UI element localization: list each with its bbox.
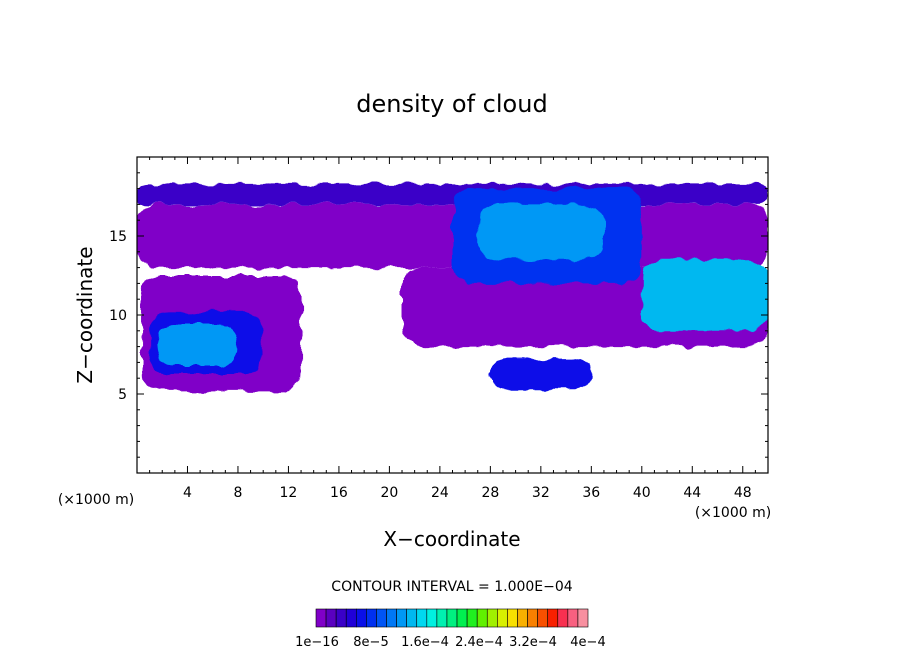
colorbar-label: 1.6e−4 — [401, 635, 449, 650]
colorbar-cell — [466, 608, 478, 628]
colorbar-cell — [537, 608, 549, 628]
x-tick-label: 20 — [380, 485, 398, 501]
colorbar-cell — [426, 608, 438, 628]
colorbar-cell — [416, 608, 428, 628]
x-tick-label: 28 — [481, 485, 499, 501]
x-unit-right: (×1000 m) — [695, 505, 771, 521]
colorbar — [315, 608, 589, 628]
density-region — [641, 259, 768, 331]
colorbar-cell — [527, 608, 538, 628]
y-axis: 5 10 15 — [109, 172, 768, 458]
colorbar-labels: 1e−16 8e−5 1.6e−4 2.4e−4 3.2e−4 4e−4 — [295, 635, 606, 650]
colorbar-cell — [376, 608, 387, 628]
colorbar-cell — [345, 608, 357, 628]
x-tick-label: 44 — [683, 485, 701, 501]
colorbar-cell — [567, 608, 579, 628]
colorbar-cell — [547, 608, 559, 628]
colorbar-cell — [577, 608, 589, 628]
colorbar-cell — [507, 608, 518, 628]
colorbar-cell — [355, 608, 367, 628]
x-unit-left: (×1000 m) — [58, 492, 134, 508]
colorbar-cell — [557, 608, 569, 628]
y-tick-label: 5 — [118, 387, 127, 403]
colorbar-cell — [325, 608, 337, 628]
y-tick-label: 10 — [109, 308, 127, 324]
colorbar-cell — [456, 608, 468, 628]
chart-title: density of cloud — [356, 90, 547, 118]
colorbar-label: 1e−16 — [295, 635, 339, 650]
colorbar-label: 8e−5 — [353, 635, 388, 650]
x-axis: 4 8 12 16 20 24 28 32 36 40 44 48 — [149, 157, 756, 501]
colorbar-label: 2.4e−4 — [455, 635, 503, 650]
colorbar-cell — [406, 608, 418, 628]
x-tick-label: 12 — [280, 485, 298, 501]
density-field — [137, 183, 768, 391]
colorbar-cell — [446, 608, 458, 628]
x-tick-label: 24 — [431, 485, 449, 501]
colorbar-cell — [366, 608, 377, 628]
colorbar-cell — [486, 608, 498, 628]
density-region — [155, 324, 238, 366]
x-axis-label: X−coordinate — [383, 527, 520, 551]
colorbar-cell — [315, 608, 327, 628]
contour-interval-text: CONTOUR INTERVAL = 1.000E−04 — [331, 579, 572, 595]
density-region — [137, 183, 768, 205]
x-tick-label: 4 — [183, 485, 192, 501]
density-region — [490, 357, 592, 390]
colorbar-cell — [386, 608, 397, 628]
colorbar-label: 3.2e−4 — [509, 635, 557, 650]
colorbar-cell — [517, 608, 528, 628]
colorbar-cell — [335, 608, 347, 628]
x-tick-label: 36 — [582, 485, 600, 501]
x-tick-label: 32 — [532, 485, 550, 501]
colorbar-cell — [436, 608, 448, 628]
colorbar-cell — [396, 608, 407, 628]
x-tick-label: 40 — [633, 485, 651, 501]
colorbar-cell — [497, 608, 508, 628]
x-tick-label: 8 — [233, 485, 242, 501]
x-tick-label: 16 — [330, 485, 348, 501]
y-axis-label: Z−coordinate — [73, 246, 97, 383]
colorbar-cell — [476, 608, 488, 628]
density-region — [477, 204, 604, 260]
colorbar-label: 4e−4 — [570, 635, 605, 650]
y-tick-label: 15 — [109, 229, 127, 245]
x-tick-label: 48 — [734, 485, 752, 501]
